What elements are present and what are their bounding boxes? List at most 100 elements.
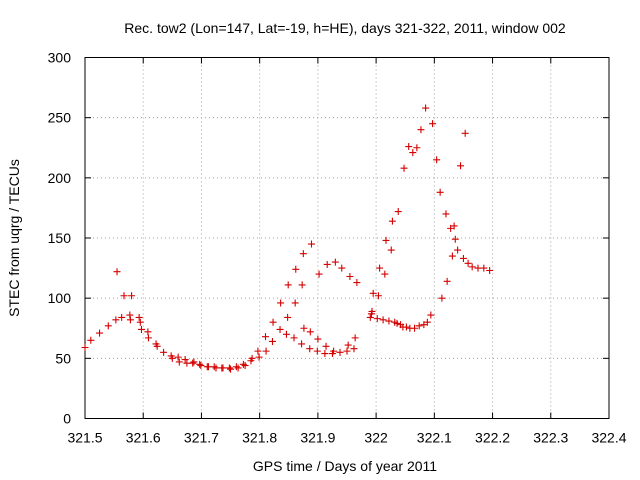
data-point — [126, 311, 134, 319]
data-point — [307, 240, 315, 248]
y-tick-label: 100 — [48, 290, 72, 306]
x-tick-label: 322.3 — [533, 430, 568, 446]
data-point — [387, 246, 395, 254]
data-point — [394, 208, 402, 216]
data-point — [461, 129, 469, 137]
data-point — [411, 324, 419, 332]
data-point — [427, 311, 435, 319]
data-point — [381, 270, 389, 278]
y-tick-label: 0 — [63, 411, 71, 427]
data-point — [368, 307, 376, 315]
chart-title: Rec. tow2 (Lon=147, Lat=-19, h=HE), days… — [124, 20, 566, 36]
data-point — [227, 365, 235, 373]
data-point — [409, 149, 417, 157]
y-tick-label: 150 — [48, 230, 72, 246]
y-tick-label: 300 — [48, 50, 72, 66]
data-point — [379, 316, 387, 324]
data-point — [300, 324, 308, 332]
y-tick-label: 250 — [48, 110, 72, 126]
data-point — [153, 342, 161, 350]
data-point — [210, 363, 218, 371]
data-point — [261, 333, 269, 341]
data-point — [382, 236, 390, 244]
data-point — [113, 268, 121, 276]
data-point — [486, 266, 494, 274]
data-point — [464, 259, 472, 267]
data-point — [388, 217, 396, 225]
data-point — [451, 235, 459, 243]
data-point — [353, 279, 361, 287]
data-point — [323, 260, 331, 268]
data-point — [269, 318, 277, 326]
data-point — [314, 335, 322, 343]
data-point — [417, 126, 425, 134]
data-point — [239, 360, 247, 368]
data-point — [168, 354, 176, 362]
data-point — [344, 341, 352, 349]
data-point — [422, 104, 430, 112]
data-point — [112, 316, 120, 324]
data-point — [225, 364, 233, 372]
data-point — [189, 359, 197, 367]
data-point — [313, 347, 321, 355]
data-point — [338, 264, 346, 272]
data-point — [160, 348, 168, 356]
data-point — [429, 120, 437, 128]
data-point — [262, 347, 270, 355]
data-point — [443, 277, 451, 285]
data-point — [290, 334, 298, 342]
data-point — [315, 270, 323, 278]
data-point — [276, 325, 284, 333]
data-point — [351, 334, 359, 342]
data-point — [343, 347, 351, 355]
data-point — [450, 222, 458, 230]
data-point — [284, 281, 292, 289]
data-point — [299, 250, 307, 258]
data-point — [174, 353, 182, 361]
data-point — [393, 319, 401, 327]
data-point — [366, 313, 374, 321]
data-point — [104, 322, 112, 330]
data-point — [448, 252, 456, 260]
x-tick-label: 321.8 — [242, 430, 277, 446]
data-point — [292, 265, 300, 273]
x-tick-label: 321.5 — [67, 430, 102, 446]
data-point — [400, 164, 408, 172]
data-point — [331, 258, 339, 266]
x-tick-label: 322.1 — [417, 430, 452, 446]
data-point — [468, 263, 476, 271]
data-point — [423, 318, 431, 326]
data-point — [144, 328, 152, 336]
data-point — [175, 358, 183, 366]
data-point — [350, 345, 358, 353]
data-point — [298, 281, 306, 289]
data-point — [346, 273, 354, 281]
y-tick-label: 50 — [55, 350, 71, 366]
data-point — [120, 292, 128, 300]
data-point — [268, 337, 276, 345]
data-point — [454, 246, 462, 254]
data-point — [369, 289, 377, 297]
data-point — [298, 340, 306, 348]
data-point — [254, 347, 262, 355]
plot-frame — [84, 57, 610, 419]
x-tick-label: 322.4 — [591, 430, 626, 446]
grid-lines — [85, 57, 609, 419]
data-point — [321, 350, 329, 358]
data-point — [480, 264, 488, 272]
data-point — [438, 294, 446, 302]
data-point — [306, 345, 314, 353]
x-tick-label: 321.9 — [300, 430, 335, 446]
data-point — [402, 323, 410, 331]
data-point — [442, 210, 450, 218]
data-point — [413, 144, 421, 152]
data-point — [255, 353, 263, 361]
data-point — [144, 334, 152, 342]
x-tick-label: 321.7 — [184, 430, 219, 446]
data-point — [459, 254, 467, 262]
x-tick-label: 321.6 — [126, 430, 161, 446]
data-point — [241, 362, 249, 370]
data-point — [136, 318, 144, 326]
data-point — [284, 313, 292, 321]
